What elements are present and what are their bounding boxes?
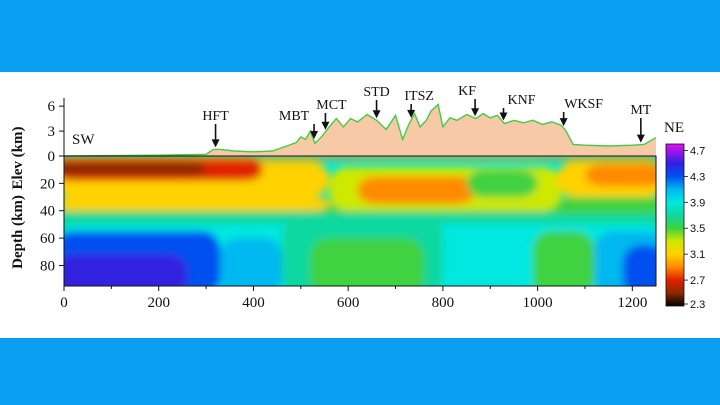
velocity-section <box>64 156 656 286</box>
colorbar-tick-label: 3.9 <box>690 197 705 209</box>
x-tick-label: 600 <box>337 295 360 311</box>
fault-label-mt: MT <box>630 103 651 118</box>
velocity-region <box>376 183 458 198</box>
fault-label-wksf: WKSF <box>564 97 603 112</box>
colorbar-tick-label: 3.5 <box>690 223 705 235</box>
depth-tick-label: 80 <box>40 258 55 274</box>
elevation-tick-label: 3 <box>48 124 56 140</box>
x-tick-label: 800 <box>432 295 455 311</box>
topography-line <box>63 103 657 157</box>
depth-tick-label: 20 <box>40 176 55 192</box>
fault-arrowhead-hft <box>211 139 220 148</box>
colorbar-tick-label: 2.3 <box>690 299 705 311</box>
velocity-region <box>64 197 330 211</box>
figure-panel: HFT MBT MCT STD ITSZ KF KNF WKSF MT 6 3 0 20 40 60 80 0… <box>0 72 720 338</box>
fault-label-kf: KF <box>458 84 476 99</box>
colorbar: 4.7 4.3 3.9 3.5 3.1 2.7 2.3 <box>665 143 705 311</box>
section-frame <box>63 155 657 287</box>
depth-tick-label: 60 <box>40 231 55 247</box>
fault-label-itsz: ITSZ <box>404 89 434 104</box>
fault-arrowhead-wksf <box>559 118 568 127</box>
topography-fill <box>64 104 656 156</box>
fault-arrowhead-mt <box>636 134 645 143</box>
sw-label: SW <box>72 132 95 148</box>
velocity-region <box>442 231 538 286</box>
x-tick-label: 0 <box>60 295 68 311</box>
elevation-axis-title: Elev (km) <box>10 127 26 190</box>
depth-axis-title: Depth (km) <box>10 195 26 269</box>
fault-arrowhead-itsz <box>407 109 416 118</box>
velocity-region <box>64 156 656 161</box>
velocity-region <box>622 244 656 286</box>
ne-label: NE <box>664 120 684 136</box>
x-tick-label: 200 <box>147 295 170 311</box>
velocity-region <box>532 231 595 286</box>
fault-arrowhead-kf <box>471 108 480 117</box>
elevation-tick-label: 6 <box>48 99 56 115</box>
colorbar-tick-label: 2.7 <box>690 275 705 287</box>
fault-label-mbt: MBT <box>279 109 310 124</box>
elevation-panel: HFT MBT MCT STD ITSZ KF KNF WKSF MT <box>63 84 657 157</box>
x-tick-label: 1000 <box>523 295 553 311</box>
elevation-tick-label: 0 <box>48 149 56 165</box>
fault-arrowhead-mbt <box>310 131 319 140</box>
fault-label-mct: MCT <box>316 98 347 113</box>
x-tick-label: 400 <box>242 295 265 311</box>
fault-label-knf: KNF <box>507 93 535 108</box>
x-tick-label: 1200 <box>617 295 647 311</box>
fault-label-std: STD <box>363 85 389 100</box>
fault-arrowhead-mct <box>321 121 330 130</box>
colorbar-tick-label: 4.7 <box>690 145 705 157</box>
fault-label-hft: HFT <box>202 109 229 124</box>
velocity-region <box>220 238 282 286</box>
velocity-region <box>310 238 424 286</box>
velocity-region <box>584 164 656 187</box>
depth-tick-label: 40 <box>40 204 55 220</box>
velocity-region <box>64 254 188 286</box>
colorbar-tick-label: 3.1 <box>690 249 705 261</box>
velocity-region <box>466 169 538 198</box>
velocity-region <box>64 161 207 176</box>
fault-arrowhead-knf <box>499 112 508 121</box>
fault-arrowhead-std <box>372 110 381 119</box>
colorbar-tick-label: 4.3 <box>690 171 705 183</box>
